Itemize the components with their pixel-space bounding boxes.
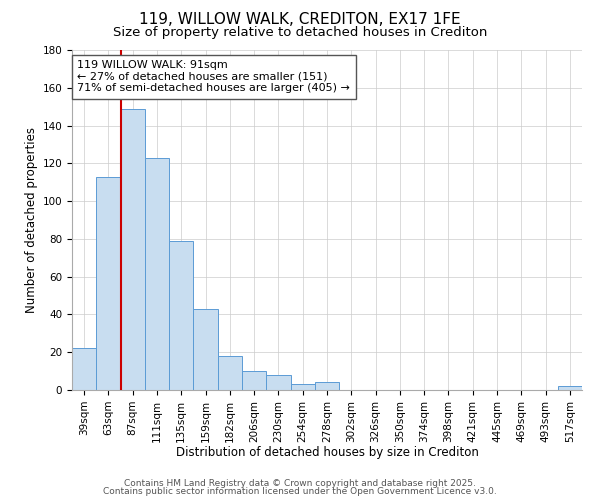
Bar (266, 375, 290, 390)
Bar (145, 158, 169, 390)
Bar (290, 384, 315, 390)
Text: Contains HM Land Registry data © Crown copyright and database right 2025.: Contains HM Land Registry data © Crown c… (124, 478, 476, 488)
Bar (169, 241, 193, 390)
Bar (121, 108, 145, 390)
Bar (72, 348, 96, 390)
Y-axis label: Number of detached properties: Number of detached properties (25, 127, 38, 313)
Text: Contains public sector information licensed under the Open Government Licence v3: Contains public sector information licen… (103, 487, 497, 496)
Bar (242, 371, 266, 390)
X-axis label: Distribution of detached houses by size in Crediton: Distribution of detached houses by size … (176, 446, 478, 459)
Text: Size of property relative to detached houses in Crediton: Size of property relative to detached ho… (113, 26, 487, 39)
Text: 119, WILLOW WALK, CREDITON, EX17 1FE: 119, WILLOW WALK, CREDITON, EX17 1FE (139, 12, 461, 28)
Bar (558, 386, 582, 390)
Text: 119 WILLOW WALK: 91sqm
← 27% of detached houses are smaller (151)
71% of semi-de: 119 WILLOW WALK: 91sqm ← 27% of detached… (77, 60, 350, 94)
Bar (315, 382, 339, 390)
Bar (193, 309, 218, 390)
Bar (96, 176, 121, 390)
Bar (218, 356, 242, 390)
